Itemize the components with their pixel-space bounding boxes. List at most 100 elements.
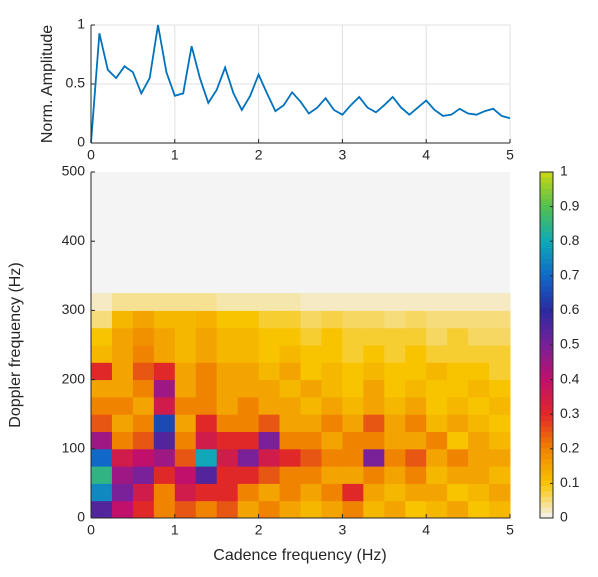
heatmap-cell xyxy=(489,500,511,519)
heatmap-cell xyxy=(363,345,385,363)
heatmap-cell xyxy=(195,466,218,484)
heatmap-cell xyxy=(153,310,176,329)
heatmap-cell xyxy=(195,396,218,415)
heatmap-cell xyxy=(321,448,343,467)
heatmap-cell xyxy=(384,327,406,346)
colorbar-swatch xyxy=(540,436,553,443)
heatmap-cell xyxy=(195,327,218,346)
heatmap-cell xyxy=(405,500,427,519)
heatmap-cell xyxy=(237,448,260,467)
heatmap-cell xyxy=(363,414,385,432)
heatmap-cell xyxy=(447,414,469,432)
colorbar-swatch xyxy=(540,263,553,270)
heatmap-cell xyxy=(174,448,197,467)
heatmap-cell xyxy=(405,345,427,363)
heatmap-cell xyxy=(300,310,322,329)
colorbar-swatch xyxy=(540,447,553,454)
heatmap-cell xyxy=(468,448,490,467)
heatmap-cell xyxy=(384,431,406,450)
colorbar-swatch xyxy=(540,512,553,519)
colorbar-swatch xyxy=(540,458,553,465)
colorbar-swatch xyxy=(540,388,553,395)
heatmap-cell xyxy=(174,379,197,398)
heatmap-cell xyxy=(384,466,406,484)
heatmap-cell xyxy=(342,379,364,398)
colorbar-swatch xyxy=(540,496,553,503)
heatmap-cell xyxy=(91,293,113,311)
colorbar-tick-label: 0.4 xyxy=(560,370,580,386)
heatmap-cell xyxy=(300,414,322,432)
colorbar-swatch xyxy=(540,301,553,308)
colorbar-tick-label: 0.9 xyxy=(560,197,580,213)
heatmap-cell xyxy=(237,345,260,363)
colorbar-swatch xyxy=(540,453,553,460)
x-tick-label: 4 xyxy=(422,147,430,163)
heatmap-cell xyxy=(426,362,448,381)
heatmap-cell xyxy=(279,396,301,415)
heatmap-cell xyxy=(237,310,260,329)
heatmap-cell xyxy=(489,466,511,484)
colorbar-swatch xyxy=(540,328,553,335)
heatmap-cell xyxy=(321,414,343,432)
heatmap-cell xyxy=(489,362,511,381)
heatmap-cell xyxy=(132,483,155,502)
heatmap-cell xyxy=(321,483,343,502)
colorbar-swatch xyxy=(540,377,553,384)
heatmap-cell xyxy=(321,500,343,519)
heatmap-cell xyxy=(237,500,260,519)
heatmap-cell xyxy=(111,431,134,450)
heatmap-cell xyxy=(111,310,134,329)
colorbar-swatch xyxy=(540,490,553,497)
heatmap-cell xyxy=(426,310,448,329)
heatmap-cell xyxy=(363,293,385,311)
heatmap-cell xyxy=(342,396,364,415)
heatmap-cell xyxy=(447,362,469,381)
colorbar-swatch xyxy=(540,231,553,238)
heatmap-cell xyxy=(174,483,197,502)
heatmap-cell xyxy=(216,310,239,329)
heatmap-cell xyxy=(342,483,364,502)
heatmap-cell xyxy=(489,431,511,450)
heatmap-cell xyxy=(91,396,113,415)
heatmap-cell xyxy=(279,293,301,311)
heatmap-cell xyxy=(153,431,176,450)
heatmap-cell xyxy=(342,414,364,432)
heatmap-cell xyxy=(174,500,197,519)
heatmap-cell xyxy=(384,293,406,311)
heatmap-cell xyxy=(132,379,155,398)
heatmap-cell xyxy=(174,362,197,381)
heatmap-cell xyxy=(468,414,490,432)
heatmap-cell xyxy=(384,483,406,502)
heatmap-cell xyxy=(321,466,343,484)
heatmap-cell xyxy=(384,500,406,519)
heatmap-cell xyxy=(216,466,239,484)
y-axis-label: Norm. Amplitude xyxy=(39,25,56,143)
colorbar-tick-label: 0.3 xyxy=(560,405,580,421)
heatmap-cell xyxy=(363,448,385,467)
colorbar-swatch xyxy=(540,285,553,292)
heatmap-cell xyxy=(426,448,448,467)
colorbar-swatch xyxy=(540,220,553,227)
heatmap-cell xyxy=(279,414,301,432)
heatmap-cell xyxy=(174,466,197,484)
heatmap-cell xyxy=(384,345,406,363)
y-tick-label: 0 xyxy=(77,509,85,525)
colorbar-tick-label: 0.1 xyxy=(560,474,580,490)
heatmap-cell xyxy=(91,448,113,467)
heatmap-cell xyxy=(153,448,176,467)
heatmap-cell xyxy=(447,448,469,467)
heatmap-cell xyxy=(489,345,511,363)
heatmap-cell xyxy=(447,431,469,450)
heatmap-cell xyxy=(174,396,197,415)
heatmap-cell xyxy=(132,466,155,484)
heatmap-cell xyxy=(111,448,134,467)
heatmap-cell xyxy=(363,310,385,329)
heatmap-cell xyxy=(447,396,469,415)
heatmap-cell xyxy=(258,327,281,346)
colorbar-tick-label: 0.5 xyxy=(560,336,580,352)
heatmap-cell xyxy=(132,448,155,467)
heatmap-cell xyxy=(195,345,218,363)
heatmap-cell xyxy=(279,448,301,467)
colorbar-swatch xyxy=(540,317,553,324)
heatmap-cell xyxy=(195,379,218,398)
